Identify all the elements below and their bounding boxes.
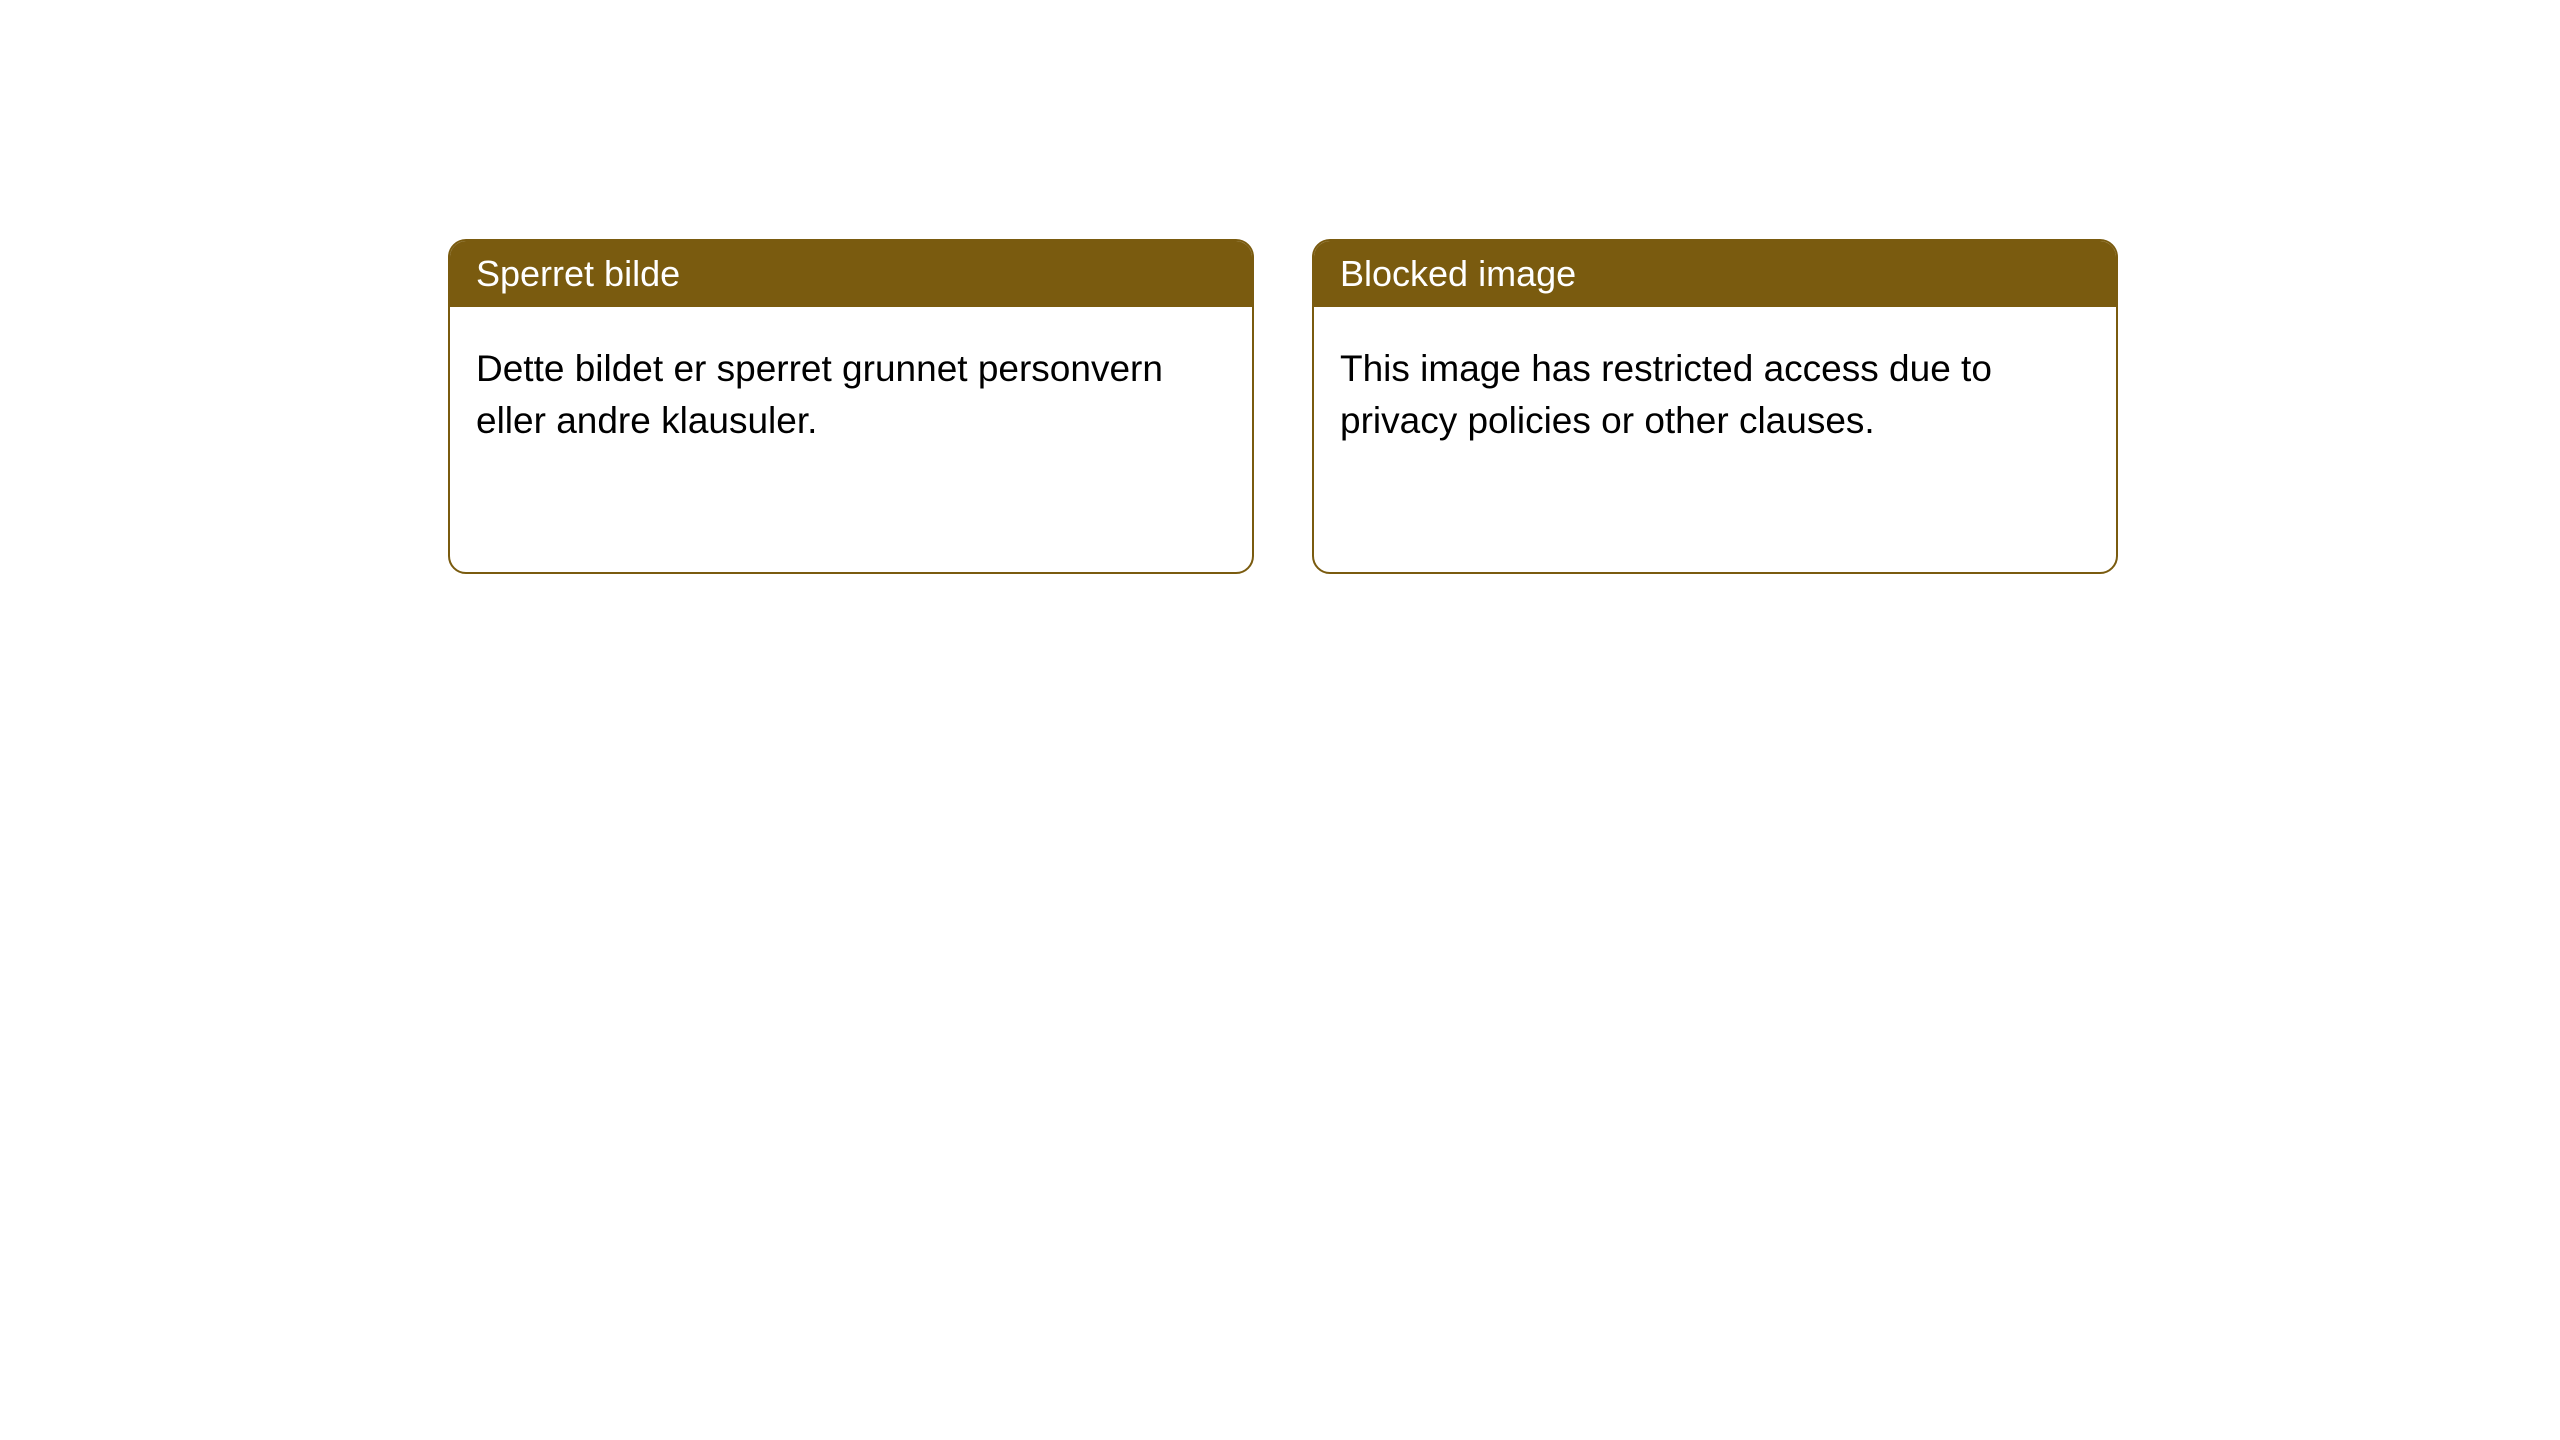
card-header: Blocked image — [1314, 241, 2116, 307]
card-body-text: This image has restricted access due to … — [1340, 348, 1992, 441]
notice-container: Sperret bilde Dette bildet er sperret gr… — [0, 0, 2560, 574]
card-title: Blocked image — [1340, 253, 1576, 294]
notice-card-english: Blocked image This image has restricted … — [1312, 239, 2118, 574]
card-body-text: Dette bildet er sperret grunnet personve… — [476, 348, 1163, 441]
notice-card-norwegian: Sperret bilde Dette bildet er sperret gr… — [448, 239, 1254, 574]
card-body: This image has restricted access due to … — [1314, 307, 2116, 483]
card-title: Sperret bilde — [476, 253, 680, 294]
card-body: Dette bildet er sperret grunnet personve… — [450, 307, 1252, 483]
card-header: Sperret bilde — [450, 241, 1252, 307]
